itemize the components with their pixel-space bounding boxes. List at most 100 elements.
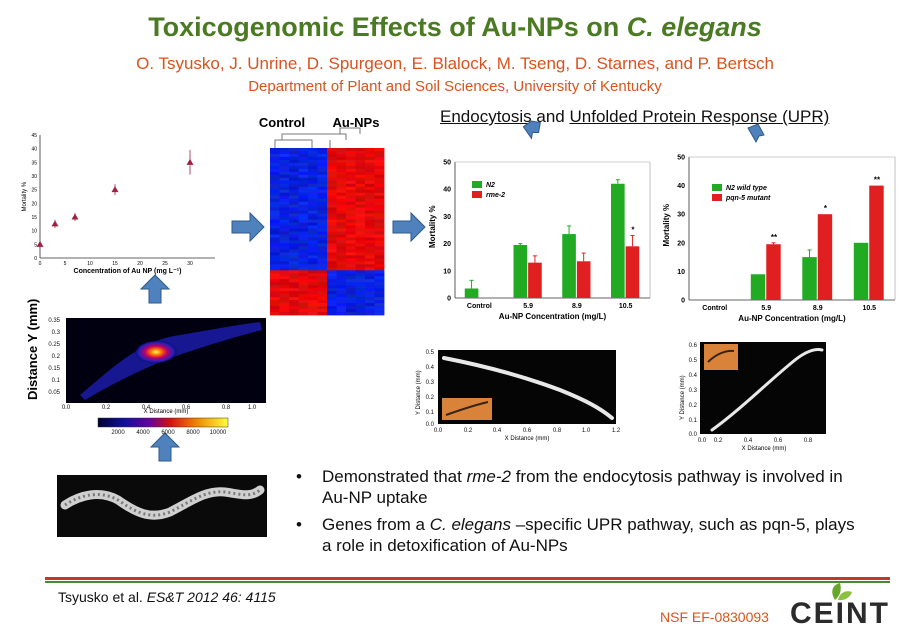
bar	[625, 246, 640, 298]
heatmap-cell	[270, 216, 280, 220]
heatmap-cell	[298, 303, 309, 307]
heatmap-cell	[279, 168, 290, 173]
heatmap-cell	[317, 195, 328, 200]
heading-endocytosis: Endocytosis	[440, 107, 532, 126]
heatmap-cell	[279, 288, 290, 292]
heatmap-cell	[289, 195, 299, 200]
svg-text:0.8: 0.8	[804, 438, 813, 444]
heatmap-cell	[298, 171, 309, 176]
heatmap-cell	[327, 165, 337, 170]
heatmap-cell	[346, 300, 356, 304]
heatmap-cell	[289, 252, 299, 256]
svg-text:0.3: 0.3	[52, 330, 61, 336]
heatmap-cell	[298, 285, 309, 289]
heatmap-cell	[308, 156, 318, 161]
heatmap-cell	[355, 273, 366, 277]
heatmap-cell	[336, 225, 347, 229]
heatmap-cell	[298, 240, 309, 244]
heatmap-cell	[289, 258, 299, 262]
heatmap-cell	[355, 285, 366, 289]
heatmap-cell	[327, 154, 337, 158]
department: Department of Plant and Soil Sciences, U…	[248, 78, 662, 95]
bar-x-tick: 10.5	[619, 303, 633, 310]
heatmap-cell	[308, 240, 318, 244]
heatmap-cell	[270, 165, 280, 170]
heatmap-cell	[279, 225, 290, 229]
heatmap-cell	[289, 177, 299, 182]
scatter-y-tick: 30	[31, 174, 37, 180]
worm-plot-a-xlabel: X Distance (mm)	[505, 436, 550, 442]
heatmap-cell	[279, 291, 290, 295]
colorbar-tick: 6000	[161, 430, 175, 436]
heatmap-cell	[374, 261, 385, 265]
svg-text:0.2: 0.2	[464, 428, 473, 434]
heatmap-cell	[308, 168, 318, 173]
bar	[576, 261, 591, 298]
heatmap-cell	[270, 162, 280, 167]
heatmap-cell	[336, 252, 347, 256]
heatmap-cell	[308, 159, 318, 164]
arrow-right-icon	[392, 211, 426, 243]
heatmap-cell	[308, 198, 318, 203]
heatmap-cell	[279, 192, 290, 197]
worm-body	[60, 485, 265, 520]
heatmap-cell	[289, 207, 299, 211]
bar-x-tick: Control	[467, 303, 492, 310]
heatmap-cell	[355, 246, 366, 250]
heatmap-cell	[298, 159, 309, 164]
heatmap-cell	[279, 174, 290, 179]
heatmap-cell	[270, 294, 280, 298]
heatmap-cell	[327, 204, 337, 209]
scatter-x-tick: 5	[64, 261, 67, 267]
heatmap-cell	[327, 162, 337, 167]
scatter-y-tick: 0	[34, 256, 37, 262]
heatmap-cell	[355, 288, 366, 292]
heatmap-cell	[355, 156, 366, 161]
heatmap-cell	[365, 183, 375, 188]
heatmap-cell	[336, 249, 347, 253]
heatmap-cell	[346, 273, 356, 277]
heatmap-cell	[270, 148, 280, 152]
heatmap-cell	[279, 270, 290, 274]
heatmap-cell	[346, 267, 356, 271]
heatmap-cell	[355, 228, 366, 232]
scatter-y-tick: 40	[31, 147, 37, 153]
heatmap-cell	[298, 291, 309, 295]
heatmap-cell	[308, 204, 318, 209]
heatmap-cell	[308, 273, 318, 277]
heatmap-cell	[355, 231, 366, 235]
scatter-point	[186, 158, 194, 165]
heatmap-cell	[336, 261, 347, 265]
finding-species: C. elegans	[429, 515, 511, 534]
heatmap-cell	[270, 201, 280, 206]
scatter-ylabel: Mortality %	[22, 181, 28, 211]
heatmap-cell	[289, 261, 299, 265]
heatmap-cell	[289, 219, 299, 223]
heatmap-cell	[308, 264, 318, 268]
heatmap-cell	[327, 171, 337, 176]
heatmap-cell	[374, 168, 385, 173]
heatmap-cell	[355, 148, 366, 152]
heatmap-cell	[346, 151, 356, 155]
section-heading: Endocytosis and Unfolded Protein Respons…	[440, 107, 829, 127]
heatmap-cell	[365, 162, 375, 167]
heatmap-cell	[336, 162, 347, 167]
heatmap-cell	[355, 186, 366, 191]
upr-bar-chart: 0 10 20 30 40 50 Control 5.9 ** 8.9 * 10.5 ** Au-NP C…	[662, 155, 896, 323]
heatmap-cell	[279, 309, 290, 313]
heatmap-cell	[298, 189, 309, 194]
heatmap-cell	[317, 237, 328, 241]
heatmap-cell	[298, 258, 309, 262]
heatmap-cell	[365, 216, 375, 220]
heatmap-cell	[346, 312, 356, 316]
heatmap-cell	[365, 288, 375, 292]
heatmap-cell	[336, 207, 347, 211]
heatmap-cell	[327, 279, 337, 283]
heatmap-cell	[317, 258, 328, 262]
heatmap-cell	[298, 207, 309, 211]
heatmap-cell	[317, 249, 328, 253]
bar	[766, 244, 781, 300]
bar	[611, 183, 625, 298]
heatmap-cell	[270, 246, 280, 250]
heatmap-cell	[298, 216, 309, 220]
